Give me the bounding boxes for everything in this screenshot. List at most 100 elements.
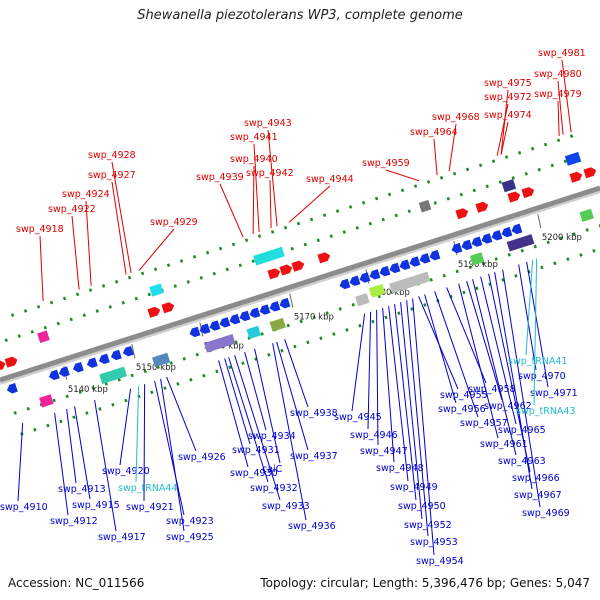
track-dot: [128, 276, 131, 280]
track-dot: [96, 309, 99, 313]
track-dot: [508, 253, 511, 257]
top-label-leader: [558, 101, 559, 136]
reverse-gene-arrow: [510, 224, 522, 236]
gene-label-bottom: swp_4954: [416, 556, 464, 567]
feature-box: [507, 234, 535, 251]
track-dot: [293, 345, 296, 349]
track-dot: [70, 318, 73, 322]
gene-label-bottom: swp_tRNA43: [516, 406, 576, 417]
track-dot: [557, 139, 560, 143]
track-dot: [408, 209, 411, 213]
track-dot: [202, 374, 205, 378]
gene-label-bottom: swp_4920: [102, 466, 150, 477]
track-dot: [356, 226, 359, 230]
track-dot: [423, 303, 426, 307]
track-dot: [395, 214, 398, 218]
forward-gene-arrow: [475, 201, 489, 213]
gene-label-bottom: swp_tRNA44: [118, 483, 178, 494]
track-dot: [456, 270, 459, 274]
track-dot: [339, 307, 342, 311]
track-dot: [304, 243, 307, 247]
feature-box: [99, 367, 127, 384]
track-dot: [466, 168, 469, 172]
gene-label-bottom: swp_4937: [290, 451, 338, 462]
track-dot: [154, 268, 157, 272]
gene-label-bottom: swp_4934: [248, 431, 296, 442]
forward-gene-arrow: [521, 186, 535, 198]
track-dot: [83, 313, 86, 317]
gene-label-top: swp_4929: [150, 217, 198, 228]
track-dot: [14, 411, 17, 415]
gene-label-top: swp_4979: [534, 89, 582, 100]
reverse-gene-arrow: [490, 230, 502, 242]
scale-tick: [290, 294, 293, 308]
track-dot: [492, 159, 495, 163]
track-dot: [349, 205, 352, 209]
track-dot: [384, 316, 387, 320]
track-dot: [219, 247, 222, 251]
bottom-label-leader: [55, 413, 68, 515]
forward-gene-arrow: [317, 251, 331, 263]
gene-label-bottom: swp_4925: [166, 532, 214, 543]
forward-gene-arrow: [291, 259, 305, 271]
reverse-gene-arrow: [122, 346, 134, 358]
track-dot: [521, 249, 524, 253]
track-dot: [579, 253, 582, 257]
gene-label-bottom: swp_4969: [522, 508, 570, 519]
gene-label-top: swp_4959: [362, 158, 410, 169]
track-dot: [345, 328, 348, 332]
bottom-label-leader: [519, 264, 536, 370]
track-dot: [297, 222, 300, 226]
genome-info-text: Topology: circular; Length: 5,396,476 bp…: [260, 576, 590, 590]
gene-label-bottom: swp_4947: [360, 446, 408, 457]
reverse-gene-arrow: [48, 370, 60, 382]
track-dot: [570, 134, 573, 138]
track-dot: [343, 230, 346, 234]
feature-box: [37, 330, 50, 343]
track-dot: [443, 274, 446, 278]
reverse-gene-arrow: [238, 311, 250, 323]
reverse-gene-arrow: [378, 266, 390, 278]
gene-label-bottom: swp_4921: [126, 502, 174, 513]
track-dot: [586, 228, 589, 232]
gene-label-bottom: swp_4971: [530, 388, 578, 399]
reverse-gene-arrow: [398, 260, 410, 272]
track-dot: [176, 382, 179, 386]
gene-label-top: swp_4927: [88, 170, 136, 181]
feature-box: [579, 209, 593, 222]
gene-label-bottom: swp_4950: [398, 501, 446, 512]
track-dot: [397, 311, 400, 315]
track-dot: [180, 259, 183, 263]
feature-box: [565, 152, 581, 166]
gene-label-top: swp_4918: [16, 224, 64, 235]
reverse-gene-arrow: [428, 250, 440, 262]
track-dot: [401, 188, 404, 192]
bottom-label-leader: [285, 339, 308, 407]
top-label-leader: [40, 236, 43, 301]
track-dot: [11, 313, 14, 317]
gene-label-bottom: swp_4946: [350, 430, 398, 441]
track-dot: [135, 297, 138, 301]
track-dot: [174, 284, 177, 288]
track-dot: [187, 280, 190, 284]
top-label-leader: [220, 184, 243, 237]
track-dot: [37, 305, 40, 309]
track-dot: [551, 164, 554, 168]
track-dot: [226, 268, 229, 272]
bottom-label-leader: [144, 384, 145, 501]
reverse-gene-arrow: [110, 350, 122, 362]
track-dot: [287, 324, 290, 328]
track-dot: [76, 292, 79, 296]
forward-gene-arrow: [507, 190, 521, 202]
feature-box: [355, 293, 369, 306]
bottom-label-leader: [467, 281, 502, 400]
gene-label-bottom: swp_4931: [232, 445, 280, 456]
track-dot: [512, 176, 515, 180]
gene-label-bottom: swp_4963: [498, 456, 546, 467]
gene-label-bottom: swp_4945: [334, 412, 382, 423]
track-dot: [232, 243, 235, 247]
gene-label-top: swp_4943: [244, 118, 292, 129]
track-dot: [330, 234, 333, 238]
gene-label-top: swp_4968: [432, 112, 480, 123]
track-dot: [271, 230, 274, 234]
